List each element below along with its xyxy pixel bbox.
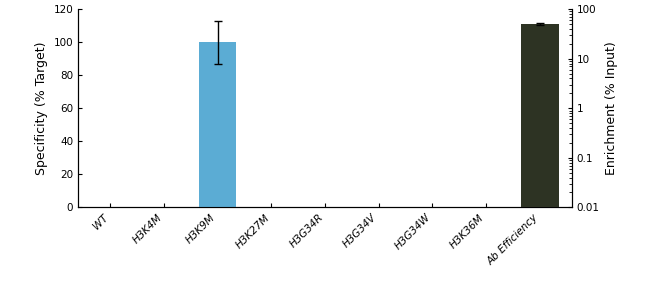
Y-axis label: Specificity (% Target): Specificity (% Target) (35, 41, 48, 175)
Bar (199, 42, 237, 207)
Bar (521, 24, 558, 305)
Y-axis label: Enrichment (% Input): Enrichment (% Input) (605, 41, 618, 175)
